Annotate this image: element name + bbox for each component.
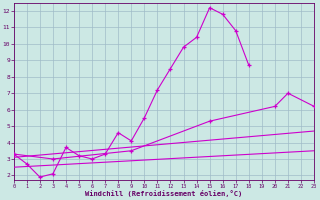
X-axis label: Windchill (Refroidissement éolien,°C): Windchill (Refroidissement éolien,°C) (85, 190, 243, 197)
